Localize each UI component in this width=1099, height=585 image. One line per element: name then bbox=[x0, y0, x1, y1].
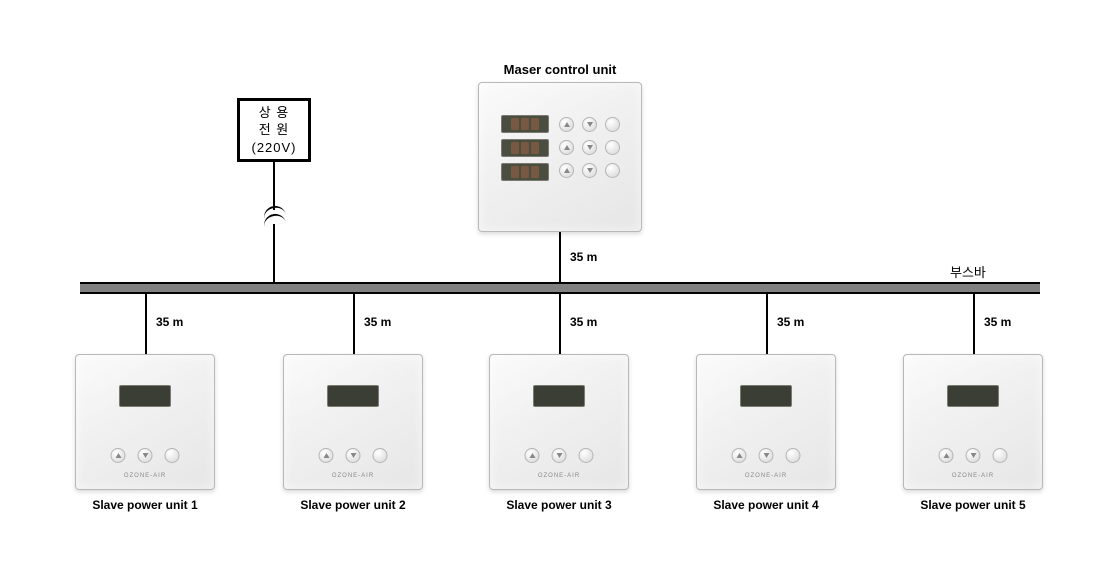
drop-length-1: 35 m bbox=[156, 315, 183, 329]
mcu-lcd-1 bbox=[501, 115, 549, 133]
psu-line1: 상 용 bbox=[259, 104, 290, 122]
slave-up-button[interactable] bbox=[939, 448, 954, 463]
slave-down-button[interactable] bbox=[552, 448, 567, 463]
drop-length-3: 35 m bbox=[570, 315, 597, 329]
slave-up-button[interactable] bbox=[111, 448, 126, 463]
slave-down-button[interactable] bbox=[346, 448, 361, 463]
mcu-up-button-2[interactable] bbox=[559, 140, 574, 155]
mcu-wire-length: 35 m bbox=[570, 250, 597, 264]
slave-lcd bbox=[740, 385, 792, 407]
drop-length-4: 35 m bbox=[777, 315, 804, 329]
slave-lcd bbox=[327, 385, 379, 407]
mcu-up-button-3[interactable] bbox=[559, 163, 574, 178]
drop-wire-2 bbox=[353, 294, 355, 354]
slave-brand-text: OZONE-AIR bbox=[538, 473, 580, 479]
mcu-lcd-stack bbox=[501, 115, 549, 187]
mcu-down-button-3[interactable] bbox=[582, 163, 597, 178]
psu-wire-lower bbox=[273, 224, 275, 282]
mcu-round-button-2[interactable] bbox=[605, 140, 620, 155]
busbar bbox=[80, 282, 1040, 294]
psu-line3: (220V) bbox=[251, 139, 296, 157]
slave-buttons bbox=[111, 448, 180, 463]
slave-round-button[interactable] bbox=[373, 448, 388, 463]
psu-wire-upper bbox=[273, 162, 275, 210]
slave-buttons bbox=[939, 448, 1008, 463]
mcu-down-button-2[interactable] bbox=[582, 140, 597, 155]
slave-lcd bbox=[119, 385, 171, 407]
slave-title-2: Slave power unit 2 bbox=[273, 498, 433, 512]
slave-buttons bbox=[732, 448, 801, 463]
slave-brand-text: OZONE-AIR bbox=[952, 473, 994, 479]
slave-down-button[interactable] bbox=[138, 448, 153, 463]
mcu-round-button-1[interactable] bbox=[605, 117, 620, 132]
slave-lcd bbox=[947, 385, 999, 407]
wire-break-icon bbox=[263, 206, 285, 224]
busbar-label: 부스바 bbox=[950, 262, 986, 281]
slave-up-button[interactable] bbox=[525, 448, 540, 463]
mcu-title: Maser control unit bbox=[470, 62, 650, 77]
slave-unit-3: OZONE-AIR bbox=[489, 354, 629, 490]
slave-down-button[interactable] bbox=[966, 448, 981, 463]
slave-round-button[interactable] bbox=[786, 448, 801, 463]
slave-unit-1: OZONE-AIR bbox=[75, 354, 215, 490]
drop-wire-3 bbox=[559, 294, 561, 354]
mcu-buttons bbox=[559, 117, 620, 186]
slave-title-5: Slave power unit 5 bbox=[893, 498, 1053, 512]
slave-up-button[interactable] bbox=[732, 448, 747, 463]
slave-round-button[interactable] bbox=[579, 448, 594, 463]
slave-up-button[interactable] bbox=[319, 448, 334, 463]
mcu-down-button-1[interactable] bbox=[582, 117, 597, 132]
slave-buttons bbox=[319, 448, 388, 463]
mcu-round-button-3[interactable] bbox=[605, 163, 620, 178]
psu-line2: 전 원 bbox=[259, 121, 290, 139]
drop-length-5: 35 m bbox=[984, 315, 1011, 329]
slave-title-3: Slave power unit 3 bbox=[479, 498, 639, 512]
drop-wire-4 bbox=[766, 294, 768, 354]
master-control-unit bbox=[478, 82, 642, 232]
slave-title-4: Slave power unit 4 bbox=[686, 498, 846, 512]
slave-round-button[interactable] bbox=[993, 448, 1008, 463]
drop-wire-1 bbox=[145, 294, 147, 354]
slave-title-1: Slave power unit 1 bbox=[65, 498, 225, 512]
slave-down-button[interactable] bbox=[759, 448, 774, 463]
slave-brand-text: OZONE-AIR bbox=[745, 473, 787, 479]
diagram-stage: 상 용 전 원 (220V) Maser control unit bbox=[0, 0, 1099, 585]
drop-wire-5 bbox=[973, 294, 975, 354]
slave-unit-4: OZONE-AIR bbox=[696, 354, 836, 490]
mcu-up-button-1[interactable] bbox=[559, 117, 574, 132]
drop-length-2: 35 m bbox=[364, 315, 391, 329]
slave-unit-5: OZONE-AIR bbox=[903, 354, 1043, 490]
slave-brand-text: OZONE-AIR bbox=[124, 473, 166, 479]
slave-buttons bbox=[525, 448, 594, 463]
mains-power-box: 상 용 전 원 (220V) bbox=[237, 98, 311, 162]
slave-lcd bbox=[533, 385, 585, 407]
mcu-lcd-3 bbox=[501, 163, 549, 181]
mcu-lcd-2 bbox=[501, 139, 549, 157]
slave-brand-text: OZONE-AIR bbox=[332, 473, 374, 479]
slave-round-button[interactable] bbox=[165, 448, 180, 463]
mcu-wire bbox=[559, 232, 561, 282]
slave-unit-2: OZONE-AIR bbox=[283, 354, 423, 490]
